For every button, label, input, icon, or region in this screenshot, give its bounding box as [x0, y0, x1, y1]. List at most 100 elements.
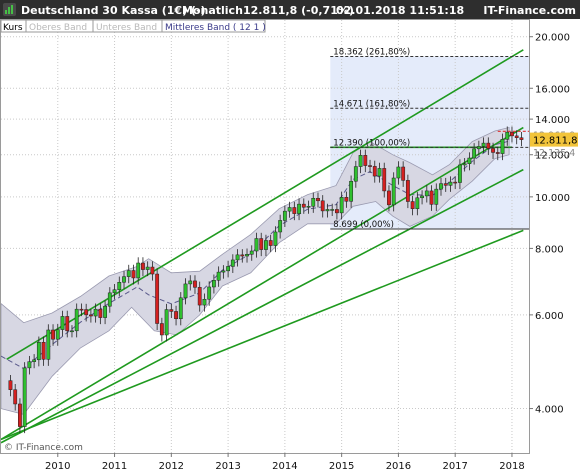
x-tick-label: 2016: [386, 461, 411, 472]
fib-level-label: 12.390 (100,00%): [333, 138, 410, 148]
candle-body: [150, 266, 155, 275]
candle-body: [98, 308, 103, 318]
trendline: [6, 49, 524, 361]
candle-body: [188, 280, 193, 285]
candle-body: [519, 137, 524, 140]
x-axis: 2010 2011 2012 2013 2014 2015 2016 2017 2018: [45, 453, 525, 472]
candle-body: [344, 197, 349, 202]
candle-body: [155, 273, 160, 324]
candle-body: [372, 166, 377, 177]
candle-body: [13, 389, 18, 405]
candle-body: [363, 155, 368, 166]
candle-body: [316, 197, 320, 202]
header-title: Deutschland 30 Kassa (1€) (-): [21, 4, 206, 17]
candle-body: [410, 201, 415, 209]
candle-body: [377, 168, 382, 177]
candle-body: [462, 163, 467, 166]
candle-body: [93, 308, 98, 317]
candle-body: [230, 259, 235, 267]
candle-body: [491, 148, 495, 153]
axis-tag-label: 12.135,4: [533, 148, 575, 159]
x-tick-label: 2018: [499, 461, 524, 472]
legend-item-middle-band[interactable]: [161, 19, 266, 33]
candle-body: [202, 298, 207, 306]
candle-body: [145, 266, 150, 270]
x-tick-label: 2011: [102, 461, 127, 472]
candle-body: [112, 289, 117, 294]
y-tick-label: 6.000: [535, 311, 564, 322]
candle-body: [221, 270, 226, 273]
candle-body: [420, 195, 424, 199]
candle-body: [178, 297, 183, 320]
candle-body: [424, 190, 429, 197]
candle-body: [207, 286, 212, 300]
grid: [1, 20, 529, 453]
candle-body: [339, 197, 344, 214]
x-tick-label: 2013: [215, 461, 240, 472]
header-interval: Monatlich: [182, 4, 243, 17]
legend-item-lower-band-label: Unteres Band: [96, 23, 157, 33]
fibonacci-levels: 18.362 (261,80%) 14.671 (161,80%) 12.390 (…: [330, 47, 529, 230]
candle-body: [292, 207, 297, 214]
candle-body: [320, 200, 325, 212]
fib-level-label: 18.362 (261,80%): [333, 47, 410, 57]
candle-body: [70, 330, 74, 333]
candle-body: [505, 131, 510, 140]
candle-body: [84, 309, 89, 316]
x-tick-label: 2012: [159, 461, 184, 472]
candle-body: [349, 180, 354, 202]
candle-body: [211, 280, 216, 288]
candle-body: [107, 292, 112, 307]
candle-body: [301, 203, 306, 208]
candle-body: [169, 309, 174, 312]
candle-body: [434, 188, 439, 205]
y-axis: 4.000 6.000 8.000 10.000 12.000 14.000 16.000 2…: [529, 33, 578, 416]
candle-body: [405, 180, 410, 202]
candle-body: [458, 164, 462, 183]
candle-body: [330, 209, 335, 211]
candle-body: [8, 380, 13, 390]
candle-body: [401, 166, 406, 181]
candle-body: [391, 177, 396, 206]
candle-body: [197, 287, 202, 306]
candle-body: [36, 341, 41, 361]
trendline: [0, 126, 524, 441]
y-tick-label: 8.000: [535, 244, 564, 255]
candle-body: [353, 166, 358, 182]
candle-body: [259, 238, 264, 250]
candle-body: [65, 316, 70, 332]
header-bar: [0, 0, 580, 19]
candle-body: [429, 190, 434, 205]
y-tick-label: 4.000: [535, 405, 564, 416]
y-tick-label: 20.000: [535, 33, 570, 44]
candle-body: [159, 323, 164, 336]
trendline: [0, 168, 524, 444]
candle-body: [368, 165, 372, 167]
legend-item-middle-band-label: Mittleres Band ( 12 1 ): [165, 23, 266, 33]
legend-item-kurs-label: Kurs: [3, 23, 23, 33]
candle-body: [278, 220, 283, 233]
candle-body: [103, 305, 107, 318]
header-brand: IT-Finance.com: [483, 4, 576, 17]
fib-level-label: 14.671 (161,80%): [333, 99, 410, 109]
candle-body: [448, 181, 453, 186]
candle-body: [245, 254, 249, 257]
candle-body: [439, 183, 443, 190]
candle-body: [382, 168, 387, 192]
candle-body: [164, 309, 169, 336]
candle-body: [287, 207, 292, 212]
candle-body: [387, 190, 391, 206]
candle-body: [500, 139, 505, 154]
candle-body: [18, 403, 22, 427]
candle-body: [216, 271, 221, 281]
header-datetime: 02.01.2018 11:51:18: [336, 4, 464, 17]
candle-body: [335, 209, 339, 214]
candlestick-series: [8, 126, 524, 434]
candle-body: [325, 209, 330, 212]
candle-body: [193, 280, 197, 288]
legend: Kurs Oberes Band Unteres Band Mittleres …: [0, 19, 266, 33]
candle-body: [126, 270, 131, 277]
candle-body: [486, 142, 491, 149]
candle-body: [32, 359, 37, 362]
legend-item-upper-band-label: Oberes Band: [29, 23, 87, 33]
